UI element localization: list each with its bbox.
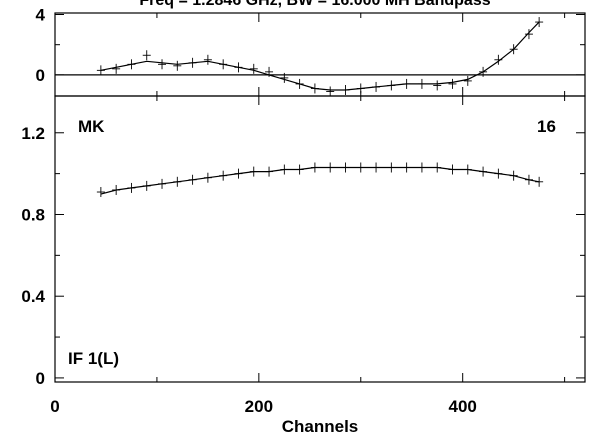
bottom-data-point (158, 178, 167, 189)
bottom-data-point (402, 162, 411, 173)
bottom-data-point (310, 162, 319, 173)
top-data-point (372, 81, 381, 92)
top-data-point (463, 75, 472, 86)
bottom-data-point (535, 176, 544, 187)
top-data-point (219, 59, 228, 70)
bottom-data-point (356, 162, 365, 173)
top-data-point (310, 83, 319, 94)
bottom-data-point (326, 162, 335, 173)
top-data-point (326, 86, 335, 97)
xtick-label: 400 (449, 397, 477, 416)
top-data-point (249, 63, 258, 74)
top-ytick-label: 0 (36, 66, 45, 85)
bottom-data-point (524, 174, 533, 185)
top-fit-line (100, 21, 540, 91)
top-data-point (112, 63, 121, 74)
top-data-point (356, 83, 365, 94)
top-data-point (433, 80, 442, 91)
bottom-data-point (448, 164, 457, 175)
bottom-data-point (249, 166, 258, 177)
bottom-data-point (219, 170, 228, 181)
bottom-data-point (387, 162, 396, 173)
top-data-point (280, 72, 289, 83)
xtick-label: 0 (50, 397, 59, 416)
bottom-ytick-label: 0.8 (21, 205, 45, 224)
bottom-data-point (341, 162, 350, 173)
bottom-data-point (280, 164, 289, 175)
bottom-data-point (127, 182, 136, 193)
x-axis-label: Channels (282, 417, 359, 436)
bottom-data-point (234, 168, 243, 179)
bottom-data-point (112, 184, 121, 195)
bottom-data-point (96, 187, 105, 198)
bottom-data-point (509, 170, 518, 181)
top-data-point (341, 84, 350, 95)
xtick-label: 200 (245, 397, 273, 416)
top-data-point (96, 65, 105, 76)
bottom-ytick-label: 0.4 (21, 287, 45, 306)
top-panel: 04 (36, 6, 586, 97)
bottom-data-point (479, 166, 488, 177)
top-data-point (509, 44, 518, 55)
bottom-ytick-label: 0 (36, 369, 45, 388)
bottom-data-point (188, 174, 197, 185)
top-ytick-label: 4 (36, 6, 46, 25)
bottom-panel-frame (54, 95, 586, 383)
top-data-point (387, 80, 396, 91)
bottom-ytick-label: 1.2 (21, 124, 45, 143)
bottom-fit-line (100, 166, 540, 195)
bottom-data-point (463, 164, 472, 175)
top-data-point (158, 59, 167, 70)
top-data-point (524, 29, 533, 40)
top-data-point (402, 78, 411, 89)
top-data-point (494, 54, 503, 65)
bottom-data-point (417, 162, 426, 173)
bottom-data-point (295, 164, 304, 175)
bottom-data-point (494, 168, 503, 179)
top-panel-frame (54, 12, 586, 97)
top-data-point (417, 78, 426, 89)
top-data-point (203, 54, 212, 65)
top-data-point (142, 50, 151, 61)
top-data-point (535, 17, 544, 28)
bottom-data-point (142, 180, 151, 191)
top-data-point (234, 62, 243, 73)
bottom-data-point (265, 166, 274, 177)
top-data-point (265, 66, 274, 77)
if-label: IF 1(L) (68, 349, 119, 368)
bottom-data-point (203, 172, 212, 183)
top-data-point (173, 60, 182, 71)
bottom-data-point (173, 176, 182, 187)
bottom-panel: 0 0.4 0.8 1.2 0 200 400 MK 16 IF 1(L) (21, 95, 586, 416)
antenna-label: MK (78, 117, 105, 136)
chart-title: Freq = 1.2846 GHz, BW = 16.000 MH Bandpa… (139, 0, 490, 9)
top-data-point (188, 57, 197, 68)
top-data-point (479, 66, 488, 77)
spw-label: 16 (537, 117, 556, 136)
top-data-point (295, 78, 304, 89)
top-data-point (127, 59, 136, 70)
bottom-data-point (433, 162, 442, 173)
bottom-data-point (372, 162, 381, 173)
top-data-point (448, 78, 457, 89)
